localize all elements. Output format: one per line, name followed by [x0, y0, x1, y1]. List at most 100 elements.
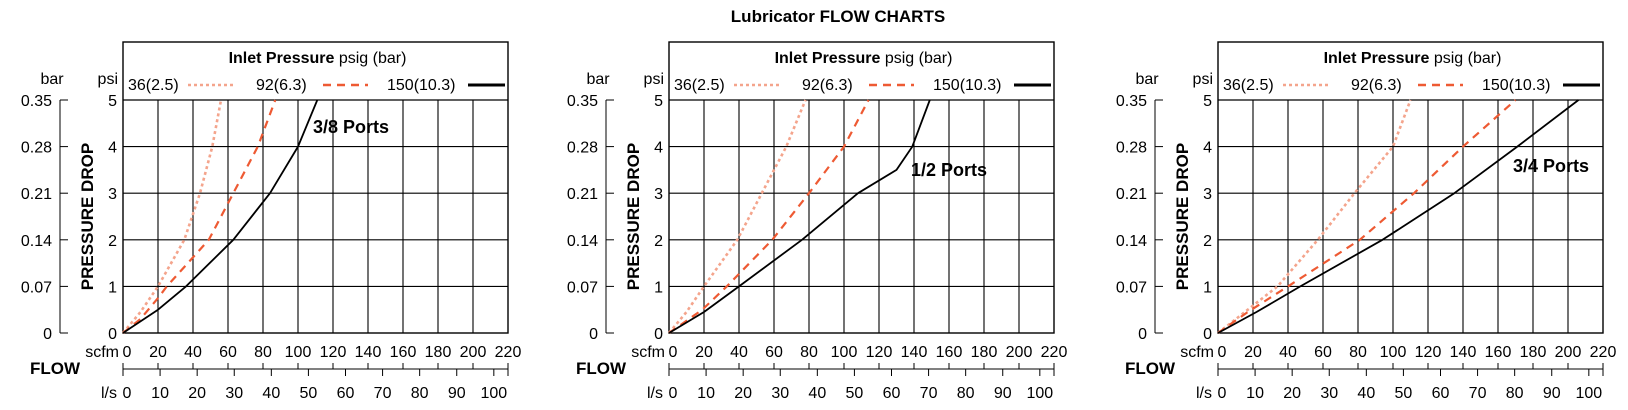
psi-tick-label: 2: [1203, 233, 1212, 250]
legend-label: 36(2.5): [128, 77, 179, 94]
bar-unit-label: bar: [586, 71, 610, 88]
flow-chart-2: Inlet Pressure psig (bar) 36(2.5) 92(6.3) 1…: [567, 41, 1068, 402]
scfm-tick-label: 180: [971, 344, 998, 361]
ls-unit-label: l/s: [647, 385, 663, 402]
legend-label: 92(6.3): [802, 77, 853, 94]
legend-title-rest: psig (bar): [1429, 50, 1501, 67]
ls-tick-label: 100: [480, 385, 507, 402]
ls-tick-label: 40: [1357, 385, 1375, 402]
ls-tick-label: 10: [151, 385, 169, 402]
scfm-tick-label: 140: [1450, 344, 1477, 361]
scfm-tick-label: 120: [320, 344, 347, 361]
series-line-92-6-3-: [668, 99, 870, 334]
ls-tick-label: 90: [448, 385, 466, 402]
ls-tick-label: 30: [225, 385, 243, 402]
ls-tick-label: 50: [846, 385, 864, 402]
psi-unit-label: psi: [98, 71, 118, 88]
bar-tick-label: 0.14: [1116, 233, 1147, 250]
bar-unit-label: bar: [1135, 71, 1159, 88]
ls-tick-label: 0: [669, 385, 678, 402]
ls-tick-label: 100: [1575, 385, 1602, 402]
bar-tick-label: 0: [43, 326, 52, 343]
scfm-tick-label: 180: [1520, 344, 1547, 361]
scfm-tick-label: 220: [1590, 344, 1617, 361]
scfm-tick-label: 40: [730, 344, 748, 361]
port-size-annotation: 3/4 Ports: [1513, 156, 1589, 176]
flow-chart-1: Inlet Pressure psig (bar) 36(2.5) 92(6.3) 1…: [21, 41, 522, 402]
legend-title-rest: psig (bar): [880, 50, 952, 67]
psi-tick-label: 0: [1203, 326, 1212, 343]
series-line-150-10-3-: [1217, 99, 1580, 334]
bar-tick-label: 0.21: [21, 186, 52, 203]
scfm-tick-label: 80: [1349, 344, 1367, 361]
ls-unit-label: l/s: [1196, 385, 1212, 402]
bar-tick-label: 0.21: [1116, 186, 1147, 203]
ls-tick-label: 90: [1543, 385, 1561, 402]
ls-tick-label: 30: [771, 385, 789, 402]
ls-tick-label: 50: [1395, 385, 1413, 402]
port-size-annotation: 1/2 Ports: [911, 160, 987, 180]
ls-tick-label: 20: [1283, 385, 1301, 402]
psi-tick-label: 0: [108, 326, 117, 343]
scfm-tick-label: 120: [866, 344, 893, 361]
legend-label: 92(6.3): [1351, 77, 1402, 94]
scfm-tick-label: 40: [184, 344, 202, 361]
psi-tick-label: 2: [108, 233, 117, 250]
psi-tick-label: 0: [654, 326, 663, 343]
series-line-36-2-5-: [668, 99, 807, 334]
psi-tick-label: 1: [1203, 279, 1212, 296]
chart-frame: [668, 41, 1055, 334]
legend-label: 150(10.3): [933, 77, 1002, 94]
y-axis-title: PRESSURE DROP: [1173, 143, 1192, 290]
psi-tick-label: 5: [1203, 93, 1212, 110]
scfm-unit-label: scfm: [631, 344, 665, 361]
scfm-tick-label: 80: [254, 344, 272, 361]
x-axis-title: FLOW: [1125, 359, 1176, 378]
scfm-tick-label: 80: [800, 344, 818, 361]
ls-tick-label: 80: [957, 385, 975, 402]
psi-tick-label: 3: [1203, 186, 1212, 203]
psi-unit-label: psi: [1193, 71, 1213, 88]
legend-title-bold: Inlet Pressure: [229, 50, 335, 67]
scfm-tick-label: 160: [936, 344, 963, 361]
legend-label: 36(2.5): [1223, 77, 1274, 94]
ls-tick-label: 10: [697, 385, 715, 402]
chart-frame: [122, 41, 509, 334]
scfm-tick-label: 60: [765, 344, 783, 361]
scfm-tick-label: 100: [285, 344, 312, 361]
x-axis-title: FLOW: [30, 359, 81, 378]
flow-chart-3: Inlet Pressure psig (bar) 36(2.5) 92(6.3) 1…: [1116, 41, 1617, 402]
scfm-tick-label: 60: [1314, 344, 1332, 361]
scfm-tick-label: 0: [1218, 344, 1227, 361]
ls-tick-label: 70: [920, 385, 938, 402]
bar-tick-label: 0.35: [1116, 93, 1147, 110]
ls-tick-label: 60: [337, 385, 355, 402]
psi-tick-label: 3: [654, 186, 663, 203]
ls-tick-label: 60: [1432, 385, 1450, 402]
ls-tick-label: 30: [1320, 385, 1338, 402]
bar-tick-label: 0.28: [567, 140, 598, 157]
scfm-tick-label: 200: [1555, 344, 1582, 361]
y-axis-title: PRESSURE DROP: [78, 143, 97, 290]
scfm-tick-label: 220: [1041, 344, 1068, 361]
scfm-tick-label: 20: [1244, 344, 1262, 361]
legend-label: 36(2.5): [674, 77, 725, 94]
x-axis-title: FLOW: [576, 359, 627, 378]
scfm-unit-label: scfm: [1180, 344, 1214, 361]
psi-tick-label: 1: [108, 279, 117, 296]
chart-frame: [1217, 41, 1604, 334]
ls-tick-label: 40: [262, 385, 280, 402]
ls-tick-label: 70: [1469, 385, 1487, 402]
scfm-tick-label: 160: [1485, 344, 1512, 361]
bar-tick-label: 0.21: [567, 186, 598, 203]
scfm-tick-label: 220: [495, 344, 522, 361]
bar-tick-label: 0.07: [21, 279, 52, 296]
bar-unit-label: bar: [40, 71, 64, 88]
legend-label: 150(10.3): [1482, 77, 1551, 94]
ls-tick-label: 0: [1218, 385, 1227, 402]
figure-title: Lubricator FLOW CHARTS: [731, 7, 945, 26]
psi-tick-label: 4: [1203, 140, 1212, 157]
psi-tick-label: 2: [654, 233, 663, 250]
legend-title: Inlet Pressure psig (bar): [229, 50, 407, 67]
